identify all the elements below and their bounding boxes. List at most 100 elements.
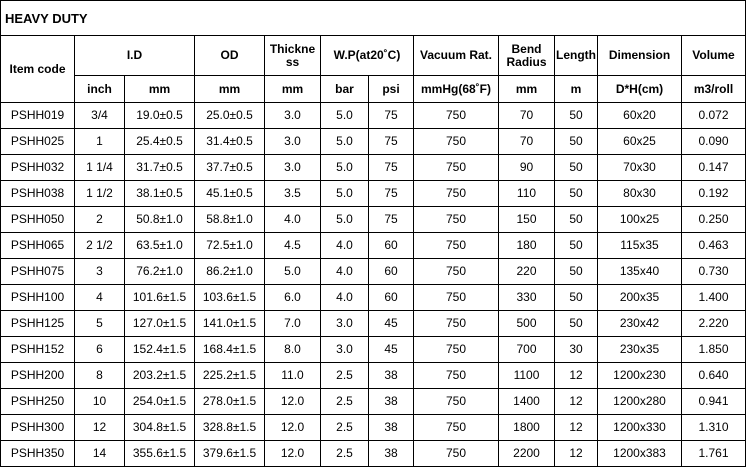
table-cell: 75	[368, 206, 414, 233]
table-cell: 6	[74, 336, 125, 363]
table-cell: 180	[498, 232, 555, 259]
table-cell: 203.2±1.5	[124, 362, 195, 389]
table-cell: 5.0	[320, 128, 369, 155]
table-cell: 12.0	[264, 414, 321, 441]
table-cell: 38	[368, 414, 414, 441]
table-cell: 4.0	[320, 232, 369, 259]
table-cell: 1.400	[680, 284, 746, 311]
table-cell: PSHH350	[0, 440, 75, 467]
table-cell: 103.6±1.5	[194, 284, 265, 311]
header-dimension: Dimension	[597, 35, 682, 76]
table-cell: 8.0	[264, 336, 321, 363]
table-cell: 12.0	[264, 388, 321, 415]
table-row: PSHH125 5 127.0±1.5 141.0±1.5 7.0 3.0 45 750 500…	[0, 310, 746, 337]
table-cell: 75	[368, 128, 414, 155]
table-cell: 750	[413, 440, 499, 467]
unit-header: D*H(cm)	[597, 75, 682, 103]
table-cell: 2200	[498, 440, 555, 467]
table-cell: 750	[413, 154, 499, 181]
table-cell: 1200x330	[597, 414, 682, 441]
table-row: PSHH350 14 355.6±1.5 379.6±1.5 12.0 2.5 38 750 2…	[0, 440, 746, 467]
table-cell: 45.1±0.5	[194, 180, 265, 207]
table-cell: 304.8±1.5	[124, 414, 195, 441]
table-cell: PSHH152	[0, 336, 75, 363]
table-cell: 3.5	[264, 180, 321, 207]
table-cell: 86.2±1.0	[194, 258, 265, 285]
table-cell: 1.761	[680, 440, 746, 467]
table-cell: PSHH075	[0, 258, 75, 285]
table-cell: 5	[74, 310, 125, 337]
table-cell: 4.0	[320, 258, 369, 285]
table-cell: 328.8±1.5	[194, 414, 265, 441]
table-cell: 254.0±1.5	[124, 388, 195, 415]
table-cell: 75	[368, 102, 414, 129]
unit-header: m3/roll	[680, 75, 746, 103]
header-vacuum: Vacuum Rat.	[413, 35, 499, 76]
table-cell: 75	[368, 154, 414, 181]
header-length: Length	[554, 35, 598, 76]
table-cell: 4	[74, 284, 125, 311]
table-cell: 75	[368, 180, 414, 207]
table-cell: 50	[554, 206, 598, 233]
unit-header: inch	[74, 75, 125, 103]
table-cell: 45	[368, 310, 414, 337]
table-cell: 2	[74, 206, 125, 233]
table-cell: 150	[498, 206, 555, 233]
table-row: PSHH152 6 152.4±1.5 168.4±1.5 8.0 3.0 45 750 700…	[0, 336, 746, 363]
table-cell: 45	[368, 336, 414, 363]
table-title: HEAVY DUTY	[0, 0, 746, 36]
table-cell: 2 1/2	[74, 232, 125, 259]
table-cell: PSHH065	[0, 232, 75, 259]
table-cell: 750	[413, 310, 499, 337]
table-cell: 70	[498, 128, 555, 155]
table-cell: 750	[413, 362, 499, 389]
table-cell: 3.0	[264, 102, 321, 129]
table-cell: 72.5±1.0	[194, 232, 265, 259]
table-cell: 100x25	[597, 206, 682, 233]
table-cell: 3	[74, 258, 125, 285]
table-cell: 2.5	[320, 414, 369, 441]
table-cell: 750	[413, 258, 499, 285]
table-cell: 19.0±0.5	[124, 102, 195, 129]
table-cell: 330	[498, 284, 555, 311]
table-cell: 500	[498, 310, 555, 337]
table-cell: 5.0	[320, 206, 369, 233]
table-row: PSHH025 1 25.4±0.5 31.4±0.5 3.0 5.0 75 750 70 50 6…	[0, 128, 746, 155]
table-row: PSHH038 1 1/2 38.1±0.5 45.1±0.5 3.5 5.0 75 750 1…	[0, 180, 746, 207]
table-cell: PSHH250	[0, 388, 75, 415]
table-row: PSHH300 12 304.8±1.5 328.8±1.5 12.0 2.5 38 750 1…	[0, 414, 746, 441]
table-cell: 12	[554, 362, 598, 389]
unit-header: bar	[320, 75, 369, 103]
table-cell: 3.0	[264, 154, 321, 181]
table-cell: 25.4±0.5	[124, 128, 195, 155]
table-cell: 5.0	[320, 102, 369, 129]
table-cell: 5.0	[320, 154, 369, 181]
table-cell: 50	[554, 102, 598, 129]
table-cell: 379.6±1.5	[194, 440, 265, 467]
table-cell: 30	[554, 336, 598, 363]
table-cell: 3.0	[320, 310, 369, 337]
table-cell: 12	[554, 388, 598, 415]
table-cell: PSHH100	[0, 284, 75, 311]
table-cell: 750	[413, 128, 499, 155]
unit-header: mm	[264, 75, 321, 103]
table-cell: 0.147	[680, 154, 746, 181]
table-cell: 3.0	[264, 128, 321, 155]
table-cell: PSHH038	[0, 180, 75, 207]
table-cell: PSHH025	[0, 128, 75, 155]
table-cell: 3.0	[320, 336, 369, 363]
table-cell: 58.8±1.0	[194, 206, 265, 233]
table-cell: 4.0	[320, 284, 369, 311]
table-cell: 1100	[498, 362, 555, 389]
table-cell: 750	[413, 180, 499, 207]
unit-header: psi	[368, 75, 414, 103]
table-cell: 750	[413, 336, 499, 363]
table-cell: 50	[554, 284, 598, 311]
table-cell: 50	[554, 258, 598, 285]
table-cell: 70x30	[597, 154, 682, 181]
table-cell: 750	[413, 232, 499, 259]
table-cell: 230x35	[597, 336, 682, 363]
table-cell: 0.463	[680, 232, 746, 259]
table-cell: 60x20	[597, 102, 682, 129]
table-cell: 0.250	[680, 206, 746, 233]
